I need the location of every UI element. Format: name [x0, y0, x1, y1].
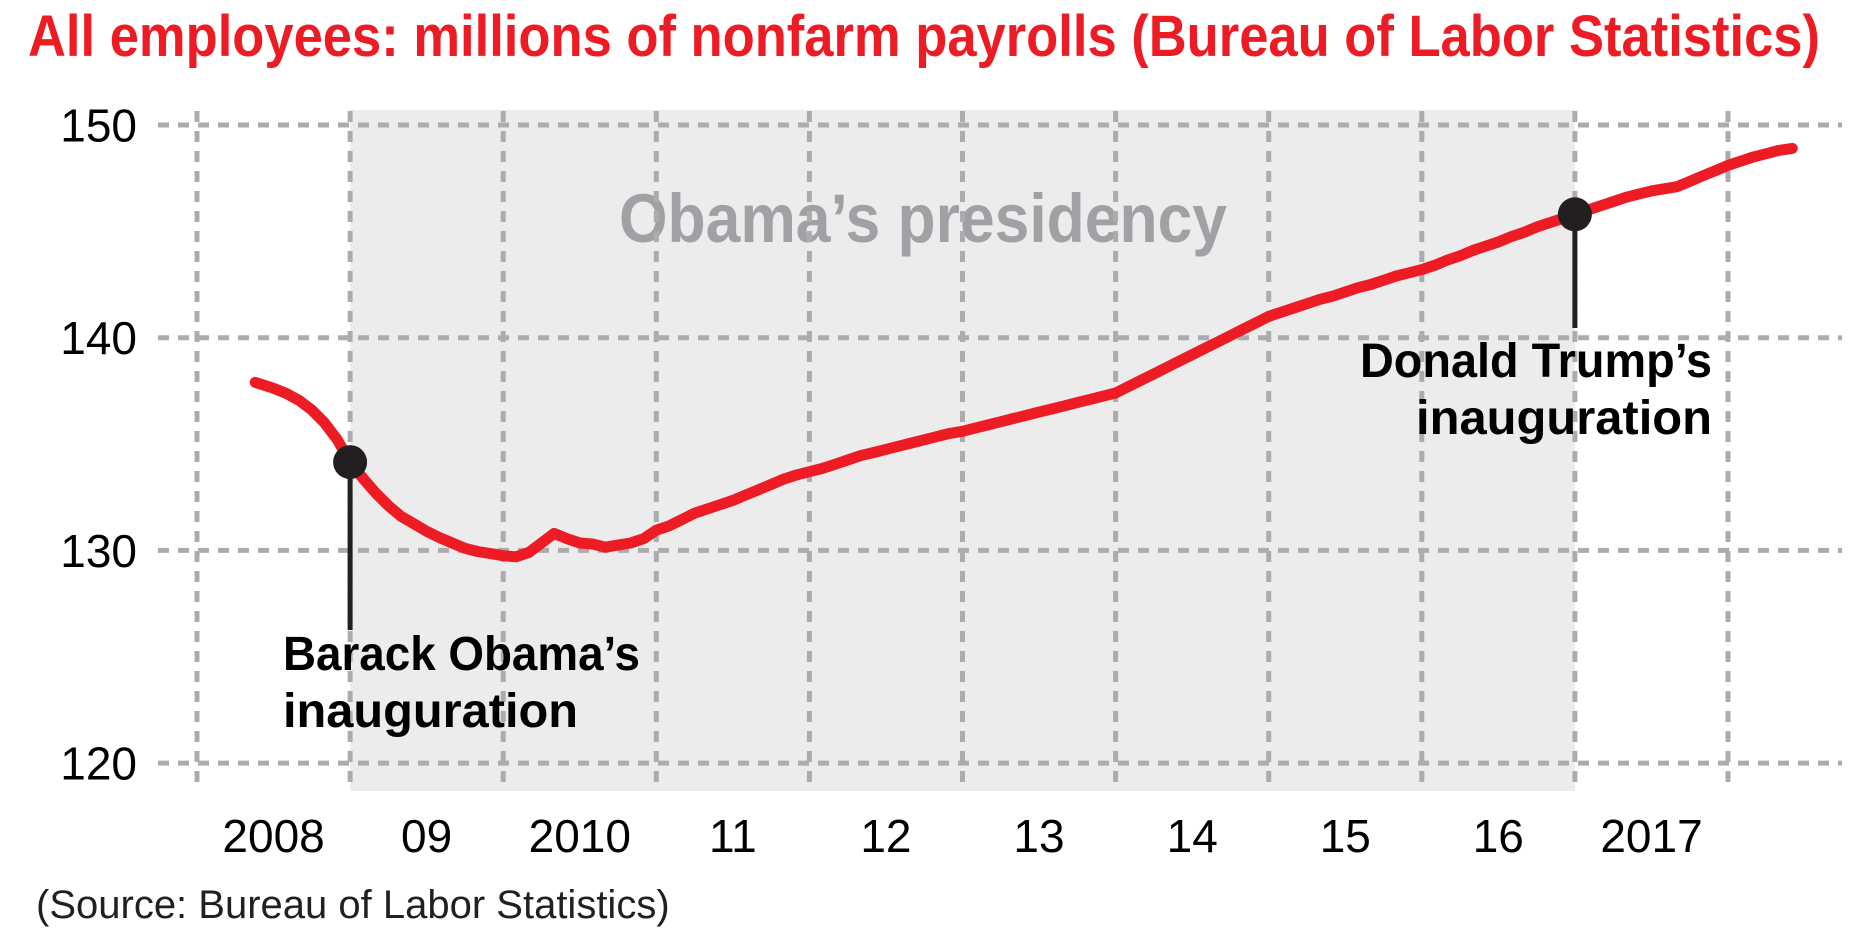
- obama-label-line2: inauguration: [283, 685, 578, 738]
- y-tick-label: 130: [60, 525, 137, 577]
- x-tick-label: 2017: [1600, 810, 1702, 862]
- x-tick-label: 2008: [222, 810, 324, 862]
- trump-inauguration-marker: [1557, 197, 1592, 232]
- trump-label-line2: inauguration: [1416, 392, 1712, 445]
- x-tick-label: 15: [1320, 810, 1371, 862]
- trump-label-line1: Donald Trump’s: [1360, 335, 1712, 388]
- y-tick-label: 150: [60, 100, 137, 152]
- annotation-obama: Barack Obama’s inauguration: [283, 445, 640, 738]
- x-axis-labels: 2008 09 2010 11 12 13 14 15 16 2017: [222, 810, 1702, 862]
- chart-title: All employees: millions of nonfarm payro…: [28, 4, 1820, 69]
- y-tick-label: 140: [60, 312, 137, 364]
- gridlines-y: [158, 122, 1842, 766]
- payroll-line: [249, 142, 1798, 563]
- obama-inauguration-marker: [333, 445, 368, 480]
- obama-label-line1: Barack Obama’s: [283, 628, 640, 681]
- source-note: (Source: Bureau of Labor Statistics): [36, 883, 670, 927]
- band-label: Obama’s presidency: [619, 180, 1227, 257]
- annotation-trump: Donald Trump’s inauguration: [1360, 197, 1712, 445]
- y-axis-labels: 150 140 130 120: [60, 100, 137, 790]
- x-tick-label: 12: [860, 810, 911, 862]
- y-tick-label: 120: [60, 738, 137, 790]
- x-tick-label: 13: [1013, 810, 1064, 862]
- x-tick-label: 2010: [529, 810, 631, 862]
- x-tick-label: 09: [401, 810, 452, 862]
- x-tick-label: 14: [1167, 810, 1218, 862]
- x-tick-label: 16: [1473, 810, 1524, 862]
- x-tick-label: 11: [709, 810, 757, 862]
- gridlines-x: [194, 111, 1731, 791]
